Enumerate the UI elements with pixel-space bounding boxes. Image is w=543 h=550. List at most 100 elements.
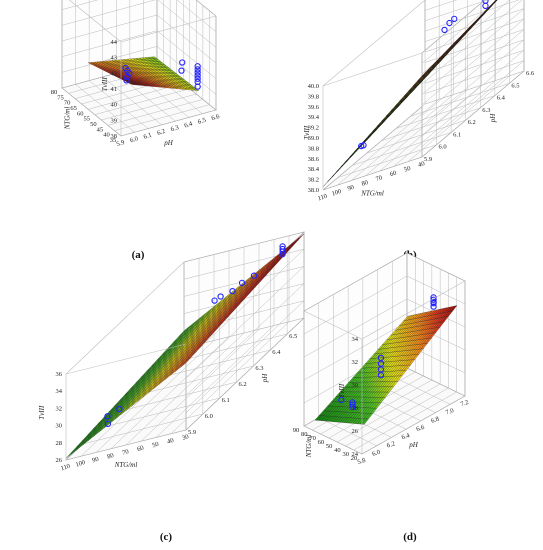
- data-point: [194, 72, 201, 79]
- x-tick-label: 6.6: [415, 424, 426, 433]
- grid-line: [421, 0, 486, 54]
- x-tick-label: 6.3: [170, 124, 180, 133]
- z-tick-label: 32: [352, 359, 359, 366]
- grid-line: [183, 265, 305, 379]
- surface: [314, 305, 458, 425]
- y-tick-label: 30: [342, 451, 349, 458]
- z-tick-label: 39: [111, 117, 118, 124]
- x-tick-label: 6.4: [183, 120, 194, 129]
- x-tick-label: 6.2: [386, 440, 396, 449]
- data-point: [124, 73, 131, 81]
- data-point: [349, 401, 356, 408]
- surface: [65, 233, 305, 459]
- grid-line: [421, 39, 525, 126]
- y-tick-label: 60: [77, 110, 84, 117]
- y-tick-label: 75: [57, 94, 64, 101]
- z-axis-title: TvIII: [338, 383, 346, 398]
- data-point: [211, 297, 218, 304]
- y-tick-label: 40: [103, 132, 110, 139]
- x-tick-label: 70: [375, 174, 383, 183]
- z-tick-label: 38.0: [308, 187, 319, 194]
- box-edge: [120, 15, 217, 43]
- surface: [322, 0, 498, 187]
- y-tick-label: 60: [318, 439, 325, 446]
- box-edge: [322, 52, 423, 87]
- grid-line: [61, 30, 217, 79]
- x-tick-label: 60: [136, 444, 144, 453]
- grid-line: [421, 60, 525, 147]
- z-tick-label: 28: [352, 405, 359, 412]
- x-tick-label: 30: [181, 433, 189, 442]
- surface-cell: [491, 0, 497, 5]
- z-tick-label: 40: [111, 102, 118, 109]
- x-tick-label: 7.0: [445, 407, 455, 416]
- z-tick-label: 34: [56, 388, 63, 395]
- x-tick-label: 110: [317, 193, 328, 203]
- data-point: [446, 19, 453, 27]
- y-tick-label: 80: [301, 431, 308, 438]
- z-axis-title: TvIII: [38, 405, 46, 420]
- grid-line: [421, 8, 525, 95]
- data-point: [349, 399, 356, 406]
- y-tick-label: 6.5: [289, 333, 297, 340]
- z-tick-label: 39.6: [308, 104, 320, 111]
- z-tick-label: 38: [111, 133, 118, 140]
- y-axis-title: NTG/ml: [64, 107, 72, 131]
- data-point: [123, 77, 130, 84]
- x-tick-label: 40: [166, 437, 174, 446]
- z-tick-label: 44: [111, 39, 118, 46]
- grid-line: [303, 252, 466, 312]
- x-tick-label: 7.2: [460, 399, 470, 408]
- x-axis-title: NTG/ml: [360, 190, 384, 198]
- x-axis-title: NTG/ml: [114, 461, 138, 469]
- x-axis-title: pH: [408, 441, 419, 449]
- z-tick-label: 30: [352, 382, 359, 389]
- data-point: [194, 75, 201, 82]
- data-point: [279, 245, 286, 253]
- x-tick-label: 60: [389, 170, 397, 179]
- surface-cell: [450, 305, 458, 312]
- x-tick-label: 6.6: [211, 113, 222, 122]
- y-tick-label: 65: [70, 105, 77, 112]
- x-tick-label: 6.8: [430, 416, 440, 425]
- z-tick-label: 24: [352, 451, 359, 458]
- y-tick-label: 50: [90, 121, 97, 128]
- data-point: [194, 69, 201, 76]
- x-tick-label: 110: [60, 463, 71, 473]
- x-tick-label: 70: [121, 448, 129, 457]
- data-point: [377, 371, 385, 379]
- z-tick-label: 26: [56, 457, 63, 464]
- data-point: [194, 83, 201, 90]
- y-tick-label: 6.0: [205, 413, 213, 420]
- y-tick-label: 5.9: [188, 429, 196, 436]
- data-point: [349, 403, 356, 411]
- z-tick-label: 38.8: [308, 145, 319, 152]
- x-tick-label: 100: [75, 459, 86, 469]
- grid-line: [421, 49, 525, 137]
- z-tick-label: 39.4: [308, 114, 320, 121]
- grid-line: [61, 0, 217, 48]
- grid-line: [61, 14, 217, 64]
- grid-line: [421, 70, 525, 158]
- z-tick-label: 36: [56, 371, 63, 378]
- surface-cell: [193, 88, 200, 91]
- x-tick-label: 50: [403, 165, 411, 174]
- y-tick-label: 80: [51, 89, 58, 96]
- z-tick-label: 39.8: [308, 93, 319, 100]
- y-tick-label: 20: [351, 455, 358, 462]
- z-axis-title: TvIII: [101, 77, 109, 92]
- x-tick-label: 100: [331, 188, 342, 198]
- x-tick-label: 5.8: [357, 457, 367, 466]
- grid-line: [421, 0, 498, 64]
- grid-line: [183, 248, 305, 362]
- data-point: [178, 67, 185, 74]
- z-tick-label: 39.0: [308, 135, 319, 142]
- panel-d: 5.86.06.26.46.66.87.07.22030405060708090…: [293, 252, 470, 543]
- y-tick-label: 6.5: [511, 82, 519, 89]
- data-point: [358, 142, 365, 150]
- x-tick-label: 6.0: [371, 449, 381, 458]
- data-point: [217, 293, 224, 300]
- y-tick-label: 55: [84, 116, 91, 123]
